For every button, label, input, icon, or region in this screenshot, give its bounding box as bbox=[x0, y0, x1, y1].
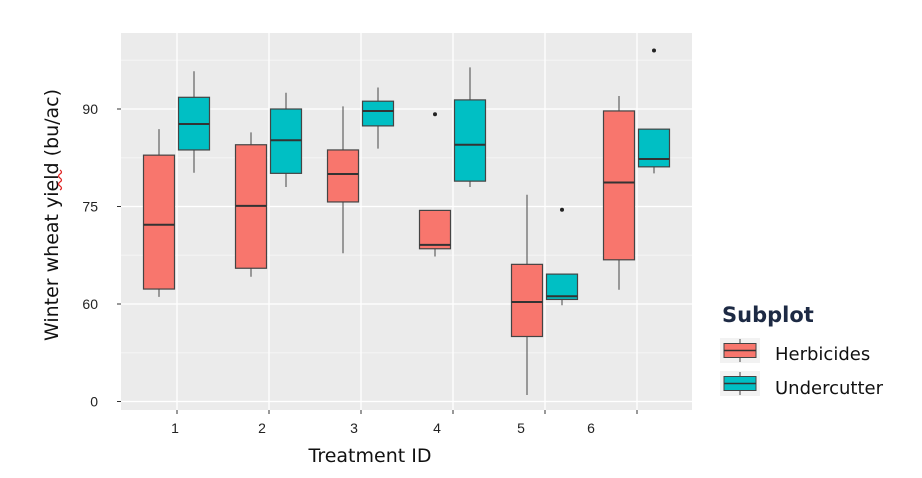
y-tick-label: 90 bbox=[82, 101, 98, 117]
box-iqr bbox=[326, 149, 360, 203]
boxes bbox=[142, 48, 671, 395]
outlier-point bbox=[652, 48, 656, 53]
plot-panel bbox=[121, 33, 692, 410]
legend-title: Subplot bbox=[722, 303, 814, 327]
y-axis: 0 60 75 90 bbox=[82, 101, 121, 410]
box-undercutter-5 bbox=[545, 207, 579, 306]
y-axis-label: Winter wheat yield (bu/ac) bbox=[41, 89, 63, 341]
spellcheck-squiggle bbox=[57, 169, 63, 191]
box-iqr bbox=[510, 263, 544, 338]
legend-key-herbicides bbox=[720, 338, 760, 363]
box-iqr bbox=[418, 209, 452, 250]
legend-key-undercutter bbox=[720, 371, 760, 396]
y-tick-label: 75 bbox=[82, 199, 98, 215]
outlier-point bbox=[433, 112, 437, 117]
box-iqr bbox=[602, 110, 636, 261]
gridlines bbox=[121, 33, 692, 410]
x-tick-label: 1 bbox=[171, 420, 179, 436]
x-tick-label: 2 bbox=[258, 420, 266, 436]
legend: Subplot Herbicides Undercutter bbox=[720, 303, 884, 399]
x-tick-label: 4 bbox=[433, 420, 441, 436]
box-iqr bbox=[453, 99, 487, 182]
box-herbicides-6 bbox=[602, 96, 636, 290]
box-undercutter-6 bbox=[637, 48, 671, 174]
box-herbicides-4 bbox=[418, 112, 452, 257]
box-iqr bbox=[361, 100, 395, 127]
outlier-point bbox=[560, 207, 564, 212]
legend-label-herbicides: Herbicides bbox=[775, 344, 870, 365]
box-herbicides-3 bbox=[326, 106, 360, 254]
y-tick-label: 60 bbox=[82, 296, 98, 312]
box-herbicides-2 bbox=[234, 132, 268, 277]
box-undercutter-4 bbox=[453, 67, 487, 187]
y-tick-label: 0 bbox=[90, 394, 98, 410]
box-herbicides-5 bbox=[510, 194, 544, 395]
x-axis: 1 2 3 4 5 6 bbox=[171, 410, 638, 436]
x-tick-label: 3 bbox=[350, 420, 358, 436]
x-axis-label: Treatment ID bbox=[308, 445, 432, 467]
box-undercutter-1 bbox=[177, 71, 211, 173]
x-tick-label: 5 bbox=[517, 420, 525, 436]
box-undercutter-3 bbox=[361, 87, 395, 149]
box-iqr bbox=[142, 154, 176, 290]
box-iqr bbox=[637, 128, 671, 168]
box-undercutter-2 bbox=[269, 92, 303, 187]
x-tick-label: 6 bbox=[587, 420, 595, 436]
legend-label-undercutter: Undercutter bbox=[775, 378, 884, 399]
box-herbicides-1 bbox=[142, 129, 176, 297]
